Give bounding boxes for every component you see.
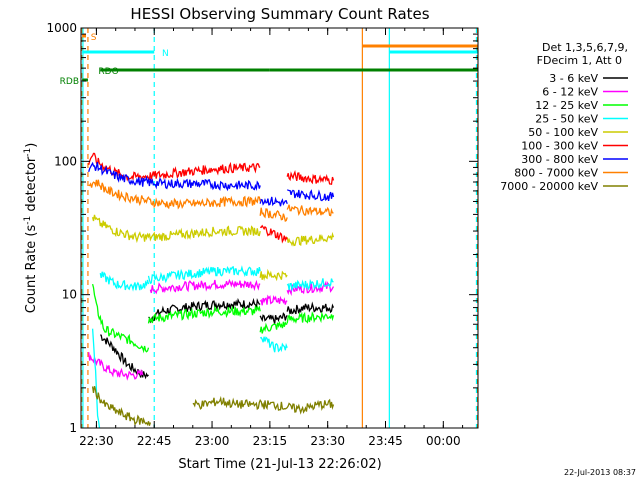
series-line (91, 386, 152, 427)
series-50-100-kev (91, 214, 335, 282)
series-line (259, 294, 288, 306)
series-line (192, 395, 335, 415)
series-line (286, 170, 335, 185)
legend-label-25-50-kev: 25 - 50 keV (535, 113, 598, 126)
y-tick-label: 1000 (46, 21, 77, 35)
y-axis-label-main: Count Rate (s (24, 225, 39, 314)
legend-header-line-2: FDecim 1, Att 0 (537, 54, 622, 67)
y-axis-label-mid: detector (24, 156, 39, 216)
series-line (286, 301, 335, 315)
series-line (259, 207, 288, 222)
series-line (88, 161, 261, 192)
y-axis: 1 10 100 1000 (46, 21, 478, 435)
flag-label-rdb: RDB (60, 77, 79, 87)
series-line (286, 231, 335, 247)
series-line (149, 278, 261, 295)
flag-label-n: N (162, 49, 169, 59)
legend-label-12-25-kev: 12 - 25 keV (535, 99, 598, 112)
y-tick-label: 10 (62, 288, 77, 302)
chart-title: HESSI Observing Summary Count Rates (130, 5, 429, 23)
series-line (100, 334, 149, 380)
legend-header-line-1: Det 1,3,5,6,7,9, (542, 41, 628, 54)
x-tick-label: 22:30 (79, 434, 114, 448)
series-line (286, 204, 334, 217)
x-tick-label: 23:15 (253, 434, 288, 448)
y-axis-label-end: ) (24, 143, 39, 148)
series-line (259, 196, 288, 207)
series-line (259, 312, 288, 324)
plot-frame (80, 27, 479, 429)
y-axis-label: Count Rate (s-1 detector-1) (23, 143, 39, 314)
series-line (259, 336, 288, 353)
legend-label-6-12-kev: 6 - 12 keV (542, 86, 598, 99)
series-group (88, 152, 335, 428)
series-line (91, 214, 261, 244)
x-axis-label: Start Time (21-Jul-13 22:26:02) (178, 457, 381, 472)
series-line (259, 268, 288, 282)
event-vertical-lines (81, 28, 478, 428)
series-line (91, 328, 101, 428)
series-line (91, 283, 150, 354)
series-7000-20000-kev (91, 386, 335, 427)
series-25-50-kev (91, 265, 334, 428)
x-tick-label: 00:00 (426, 434, 461, 448)
x-axis: 22:30 22:45 23:00 23:15 23:30 23:45 00:00 (79, 28, 464, 448)
series-line (88, 352, 144, 381)
x-tick-label: 23:45 (368, 434, 403, 448)
series-line (286, 280, 335, 297)
series-line (259, 320, 288, 334)
series-line (147, 304, 261, 324)
flag-lines: S N RDO RDB (60, 33, 478, 87)
x-tick-label: 23:00 (195, 434, 230, 448)
series-line (260, 224, 288, 244)
legend-label-800-7000-kev: 800 - 7000 keV (514, 167, 598, 180)
y-axis-label-sup2: -1 (23, 148, 33, 157)
series-300-800-kev (88, 161, 335, 207)
legend-label-7000-20000-kev: 7000 - 20000 keV (500, 180, 598, 193)
flag-label-s: S (91, 33, 97, 43)
x-tick-label: 22:45 (137, 434, 172, 448)
series-line (147, 265, 261, 285)
x-tick-label: 23:30 (310, 434, 345, 448)
legend: Det 1,3,5,6,7,9, FDecim 1, Att 0 3 - 6 k… (500, 41, 628, 193)
series-line (88, 179, 261, 210)
series-800-7000-kev (88, 179, 334, 222)
flag-label-rdo: RDO (98, 67, 118, 77)
series-line (286, 311, 335, 324)
series-12-25-kev (91, 283, 335, 354)
y-tick-label: 1 (69, 421, 77, 435)
timestamp: 22-Jul-2013 08:37 (564, 468, 636, 477)
legend-label-300-800-kev: 300 - 800 keV (521, 153, 598, 166)
legend-label-100-300-kev: 100 - 300 keV (521, 140, 598, 153)
y-axis-label-sup1: -1 (23, 216, 33, 225)
series-line (286, 278, 334, 292)
legend-label-3-6-kev: 3 - 6 keV (549, 72, 598, 85)
series-line (148, 297, 261, 324)
legend-label-50-100-kev: 50 - 100 keV (528, 126, 598, 139)
series-line (286, 189, 335, 202)
series-3-6-kev (100, 297, 335, 380)
y-tick-label: 100 (54, 154, 77, 168)
series-6-12-kev (88, 278, 335, 381)
series-line (99, 271, 150, 292)
